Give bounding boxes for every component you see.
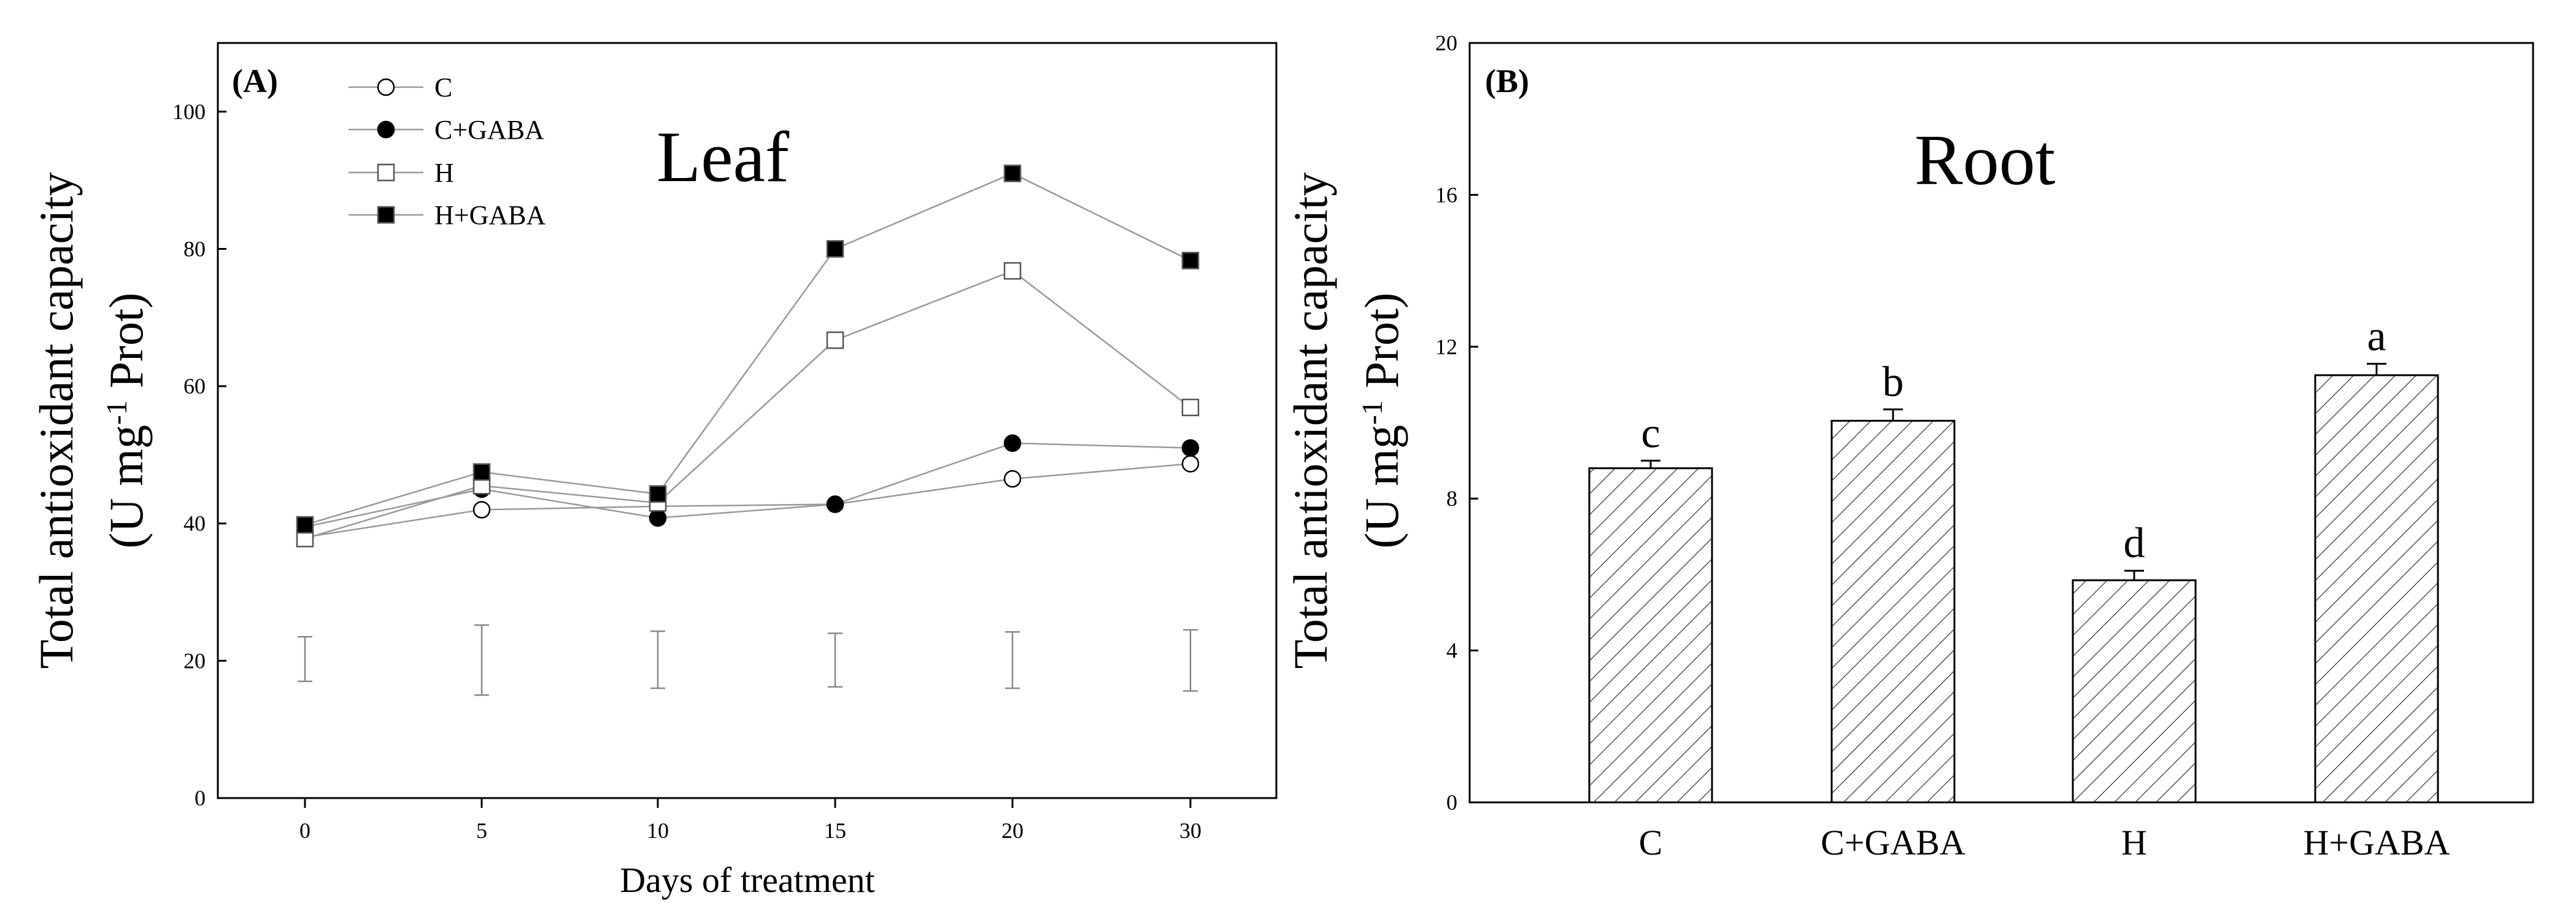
panel-a-data-point: [649, 485, 667, 503]
panel-a-plot-frame: [217, 42, 1278, 799]
panel-a-xlabel: Days of treatment: [620, 860, 875, 900]
panel-a-y-tick-label: 60: [183, 374, 206, 398]
panel-b-significance-letter: c: [1641, 409, 1660, 457]
panel-a-y-tick-label: 40: [183, 511, 206, 536]
panel-b-bar: [1588, 467, 1713, 804]
panel-a-y-tick-label: 20: [183, 648, 206, 673]
panel-b-y-tick-label: 16: [1435, 182, 1457, 207]
legend-label: C: [434, 72, 452, 103]
panel-a-legend: C C+GABA H H+GABA: [349, 72, 546, 230]
panel-a-data-point: [826, 331, 844, 349]
panel-b-bars: c Cb C+GABA d Ha H+GABA: [1588, 313, 2450, 863]
legend-label: C+GABA: [434, 115, 544, 145]
panel-b-y-tick-label: 12: [1435, 335, 1457, 359]
panel-a-lsd-bars: [298, 624, 1198, 696]
panel-b-ylabel: Total antioxidant capacity: [1284, 173, 1337, 669]
panel-a-data-point: [1181, 252, 1200, 269]
panel-a-x-tick-label: 20: [1001, 818, 1024, 843]
panel-a-data-point: [826, 240, 844, 258]
legend-label: H: [434, 158, 454, 188]
panel-b-significance-letter: d: [2124, 520, 2145, 567]
panel-a-series: [296, 165, 1200, 548]
panel-a-data-point: [1181, 439, 1200, 457]
panel-a-y-tick-label: 80: [183, 236, 206, 261]
panel-a-series-line: [304, 173, 1191, 526]
panel-b-category-label: C: [1639, 823, 1663, 863]
panel-b-significance-letter: b: [1883, 359, 1904, 406]
panel-a-data-point: [1181, 398, 1200, 417]
panel-b-category-label: H: [2121, 823, 2147, 863]
panel-a-series-line: [304, 463, 1191, 538]
panel-a-x-tick-label: 5: [476, 818, 487, 843]
panel-b-axes: 0 4 8 12 16 20: [1435, 31, 1478, 815]
legend-marker: [377, 78, 395, 96]
legend-marker: [377, 120, 395, 139]
panel-b: (B) Root Total antioxidant capacity (U m…: [1284, 31, 2534, 863]
legend-marker: [377, 163, 395, 182]
panel-a-title: Leaf: [657, 117, 790, 197]
panel-b-y-tick-label: 8: [1446, 486, 1457, 511]
panel-a-series-line: [304, 442, 1191, 528]
panel-a-data-point: [649, 509, 667, 527]
panel-a-ylabel: Total antioxidant capacity: [29, 173, 83, 669]
panel-a-series-line: [304, 269, 1191, 540]
panel-b-bar: [2072, 579, 2197, 804]
panel-b-significance-letter: a: [2367, 313, 2386, 360]
panel-a-y-tick-label: 0: [195, 786, 206, 810]
panel-a-label: (A): [232, 63, 278, 99]
panel-a-data-point: [1003, 434, 1022, 452]
panel-a-x-tick-label: 0: [299, 818, 310, 843]
panel-b-y-tick-label: 0: [1446, 790, 1457, 815]
panel-a-axes: 0 20 40 60 80 100 0 5 10 15 20 30: [172, 99, 1201, 843]
panel-a-ylabel-units: (U mg-1 Prot): [99, 293, 153, 549]
panel-b-y-tick-label: 4: [1446, 638, 1457, 663]
panel-a-data-point: [1181, 455, 1200, 473]
panel-b-bar: [1830, 419, 1956, 804]
panel-a-data-point: [1003, 165, 1022, 182]
panel-a-y-tick-label: 100: [172, 99, 206, 124]
legend-marker: [377, 206, 395, 224]
panel-a-data-point: [472, 463, 491, 481]
panel-b-bar: [2314, 374, 2439, 804]
panel-b-plot-frame: [1468, 42, 2534, 804]
panel-b-label: (B): [1485, 63, 1529, 99]
panel-b-category-label: C+GABA: [1821, 823, 1965, 863]
legend-label: H+GABA: [434, 200, 546, 230]
panel-b-category-label: H+GABA: [2304, 823, 2450, 863]
panel-a-data-point: [826, 495, 844, 513]
panel-a-data-point: [1003, 262, 1022, 280]
panel-a-x-tick-label: 15: [824, 818, 846, 843]
panel-a-data-point: [296, 516, 314, 534]
panel-a-data-point: [1003, 470, 1022, 488]
panel-a-x-tick-label: 10: [647, 818, 669, 843]
panel-a-data-point: [472, 501, 491, 519]
panel-b-title: Root: [1915, 120, 2056, 200]
panel-a: (A) Leaf Total antioxidant capacity (U m…: [29, 42, 1278, 900]
panel-b-ylabel-units: (U mg-1 Prot): [1355, 293, 1408, 549]
panel-b-y-tick-label: 20: [1435, 31, 1457, 55]
panel-a-x-tick-label: 30: [1179, 818, 1201, 843]
